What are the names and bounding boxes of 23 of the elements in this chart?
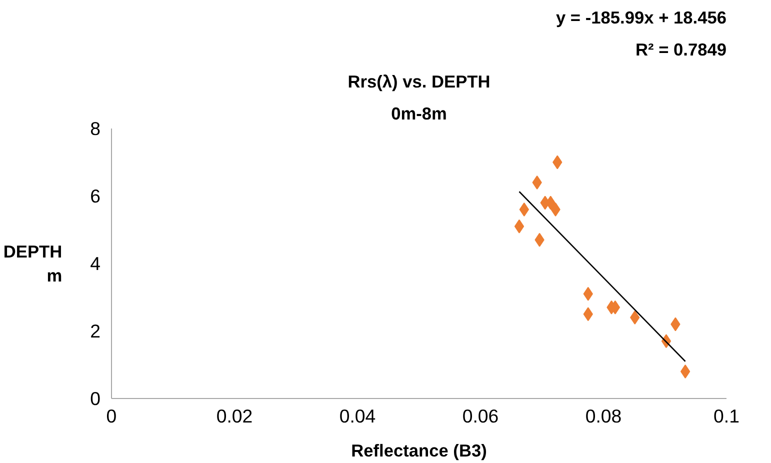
chart-title: Rrs(λ) vs. DEPTH: [348, 72, 490, 92]
y-tick-label: 4: [90, 253, 101, 274]
point: [532, 176, 542, 190]
point: [550, 202, 560, 216]
point: [514, 219, 524, 234]
x-tick-label: 0: [106, 406, 117, 426]
x-tick-label: 0.04: [339, 406, 376, 426]
point: [519, 202, 529, 216]
y-tick-label: 2: [90, 320, 101, 342]
chart-subtitle: 0m-8m: [391, 104, 447, 124]
text: y = -185.99x + 18.456: [556, 8, 727, 28]
y-tick-label: 8: [90, 118, 101, 139]
point: [680, 364, 690, 378]
point: [630, 310, 640, 324]
x-tick-label: 0.1: [714, 406, 740, 426]
y-tick-label: 6: [90, 186, 101, 206]
x-axis-title: Reflectance (B3): [351, 440, 487, 460]
x-tick-label: 0.08: [585, 406, 622, 426]
y-axis-title: DEPTH m: [3, 242, 62, 286]
x-tick-label: 0.06: [462, 406, 499, 426]
x-tick-label: 0.02: [216, 406, 253, 426]
text: R² = 0.7849: [635, 40, 727, 60]
y-tick-label: 0: [90, 388, 101, 409]
